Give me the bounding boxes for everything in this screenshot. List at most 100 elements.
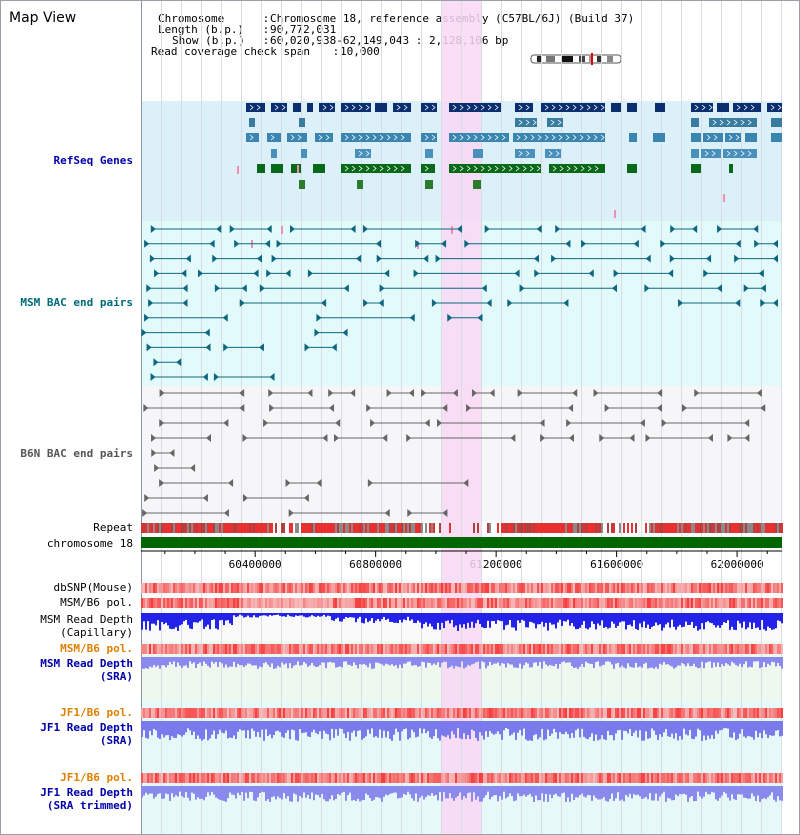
jf1-b6-pol-heat-cell bbox=[531, 708, 533, 718]
jf1-depth-trim-bar bbox=[379, 786, 381, 799]
repeat-mark bbox=[691, 523, 693, 533]
msm-depth-cap-bar bbox=[623, 613, 625, 622]
jf1-depth-trim-bar bbox=[149, 786, 151, 794]
jf1-depth-sra-bar bbox=[201, 721, 203, 741]
track-label-jf1-b6-pol[interactable]: JF1/B6 pol. bbox=[60, 706, 133, 719]
bac-end-marker bbox=[343, 284, 349, 293]
jf1-b6-pol-heat-cell bbox=[361, 708, 363, 718]
repeat-mark bbox=[429, 523, 431, 533]
msm-b6-pol-heat-cell bbox=[379, 598, 381, 608]
msm-depth-sra-bar bbox=[419, 657, 421, 667]
dbsnp-heat-cell bbox=[493, 583, 495, 593]
jf1-b6-pol-heat-cell bbox=[495, 708, 497, 718]
msm-b6-pol-sra-heat-cell bbox=[375, 644, 377, 654]
track-label-dbsnp[interactable]: dbSNP(Mouse) bbox=[53, 581, 133, 594]
track-label-msm-b6-pol-sra[interactable]: MSM/B6 pol. bbox=[60, 642, 133, 655]
msm-depth-sra-bar bbox=[495, 657, 497, 664]
dbsnp-heat-cell bbox=[257, 583, 259, 593]
repeat-mark bbox=[229, 523, 231, 533]
jf1-b6-pol-heat-cell bbox=[765, 708, 767, 718]
sep-3: : bbox=[256, 34, 276, 47]
repeat-mark bbox=[747, 523, 749, 533]
jf1-b6-pol-trim-heat-cell bbox=[669, 773, 671, 783]
jf1-b6-pol-heat-cell bbox=[543, 708, 545, 718]
msm-depth-sra-bar bbox=[361, 657, 363, 665]
jf1-depth-trim-bar bbox=[521, 786, 523, 797]
msm-b6-pol-heat-cell bbox=[615, 598, 617, 608]
msm-b6-pol-heat-cell bbox=[653, 598, 655, 608]
jf1-depth-trim-bar bbox=[373, 786, 375, 800]
track-label-jf1-depth-trim[interactable]: JF1 Read Depth (SRA trimmed) bbox=[40, 786, 133, 812]
repeat-mark bbox=[149, 523, 151, 533]
jf1-depth-trim-bar bbox=[293, 786, 295, 794]
msm-b6-pol-heat-cell bbox=[321, 598, 323, 608]
msm-b6-pol-heat-cell bbox=[355, 598, 357, 608]
jf1-depth-sra-bar bbox=[373, 721, 375, 738]
bac-end-marker bbox=[269, 404, 275, 412]
bac-end-marker bbox=[333, 434, 339, 442]
msm-depth-sra-bar bbox=[223, 657, 225, 668]
jf1-depth-sra-bar bbox=[693, 721, 695, 740]
jf1-depth-trim-bar bbox=[229, 786, 231, 793]
jf1-b6-pol-heat-cell bbox=[315, 708, 317, 718]
msm-depth-sra-bar bbox=[175, 657, 177, 667]
dbsnp-heat-cell bbox=[377, 583, 379, 593]
track-label-jf1-depth-sra[interactable]: JF1 Read Depth (SRA) bbox=[40, 721, 133, 747]
msm-depth-sra-bar bbox=[369, 657, 371, 664]
jf1-b6-pol-trim-heat-cell bbox=[427, 773, 429, 783]
dbsnp-heat-cell bbox=[333, 583, 335, 593]
chromosome-ideogram[interactable] bbox=[529, 53, 625, 67]
msm-b6-pol-sra-heat-cell bbox=[207, 644, 209, 654]
jf1-depth-trim-bar bbox=[763, 786, 765, 799]
track-label-msm-depth-sra[interactable]: MSM Read Depth (SRA) bbox=[40, 657, 133, 683]
track-label-refseq[interactable]: RefSeq Genes bbox=[53, 154, 133, 167]
repeat-mark bbox=[557, 523, 559, 533]
bac-end-marker bbox=[159, 479, 165, 487]
jf1-b6-pol-trim-heat-cell bbox=[211, 773, 213, 783]
gene-strand-arrow bbox=[747, 150, 752, 157]
dbsnp-heat-cell bbox=[609, 583, 611, 593]
track-label-msm-b6-pol-cap[interactable]: MSM/B6 pol. bbox=[60, 596, 133, 609]
jf1-depth-trim-bar bbox=[743, 786, 745, 798]
dbsnp-heat-cell bbox=[565, 583, 567, 593]
dbsnp-heat-cell bbox=[759, 583, 761, 593]
jf1-depth-trim-bar bbox=[331, 786, 333, 796]
msm-depth-cap-bar bbox=[175, 613, 177, 628]
msm-depth-cap-bar bbox=[641, 613, 643, 628]
msm-depth-cap-bar bbox=[719, 613, 721, 628]
msm-depth-sra-bar bbox=[225, 657, 227, 665]
msm-b6-pol-heat-cell bbox=[335, 598, 337, 608]
track-label-jf1-b6-pol-trim[interactable]: JF1/B6 pol. bbox=[60, 771, 133, 784]
gene-strand-arrow bbox=[487, 165, 492, 172]
dbsnp-heat-cell bbox=[701, 583, 703, 593]
jf1-b6-pol-heat-cell bbox=[509, 708, 511, 718]
jf1-b6-pol-trim-heat-cell bbox=[313, 773, 315, 783]
bac-end-marker bbox=[271, 254, 277, 263]
dbsnp-heat-cell bbox=[247, 583, 249, 593]
track-label-msm-bac[interactable]: MSM BAC end pairs bbox=[20, 296, 133, 309]
repeat-mark bbox=[297, 523, 299, 533]
msm-b6-pol-sra-heat-cell bbox=[527, 644, 529, 654]
repeat-mark bbox=[173, 523, 175, 533]
dbsnp-heat-cell bbox=[425, 583, 427, 593]
msm-b6-pol-sra-heat-cell bbox=[487, 644, 489, 654]
dbsnp-heat-cell bbox=[399, 583, 401, 593]
track-label-repeat[interactable]: Repeat bbox=[93, 521, 133, 534]
jf1-depth-trim-bar bbox=[385, 786, 387, 795]
gene-strand-arrow bbox=[459, 165, 464, 172]
dbsnp-heat-cell bbox=[203, 583, 205, 593]
jf1-b6-pol-heat-cell bbox=[359, 708, 361, 718]
msm-depth-sra-bar bbox=[355, 657, 357, 665]
track-label-b6n-bac[interactable]: B6N BAC end pairs bbox=[20, 447, 133, 460]
msm-b6-pol-heat-cell bbox=[497, 598, 499, 608]
track-label-msm-depth-cap[interactable]: MSM Read Depth (Capillary) bbox=[40, 613, 133, 639]
jf1-depth-sra-bar bbox=[751, 721, 753, 738]
jf1-depth-trim-bar bbox=[153, 786, 155, 799]
dbsnp-heat-cell bbox=[391, 583, 393, 593]
track-label-chromosome[interactable]: chromosome 18 bbox=[46, 537, 133, 550]
dbsnp-heat-cell bbox=[763, 583, 765, 593]
dbsnp-heat-cell bbox=[483, 583, 485, 593]
bac-end-marker bbox=[154, 464, 160, 472]
repeat-mark bbox=[339, 523, 341, 533]
